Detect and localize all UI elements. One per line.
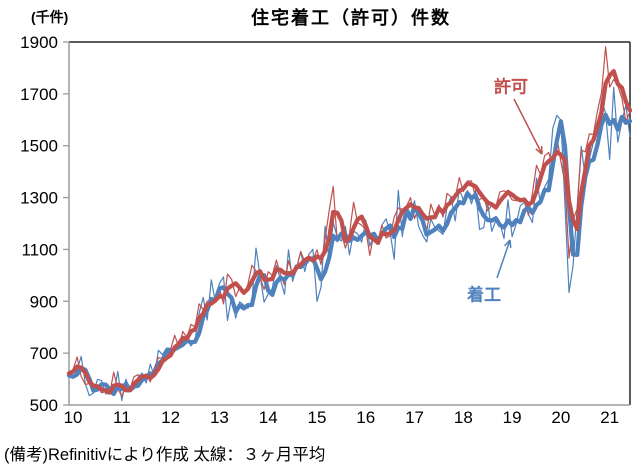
- y-tick-label: 1300: [20, 189, 58, 208]
- y-tick-label: 700: [30, 344, 58, 363]
- y-axis-unit-label: (千件): [31, 9, 69, 25]
- series-label-starts: 着工: [467, 285, 501, 305]
- x-tick-label: 16: [356, 408, 375, 427]
- starts-arrow-head-1: [504, 239, 511, 247]
- permits-average-line: [66, 69, 633, 395]
- x-tick-label: 12: [161, 408, 180, 427]
- permits-monthly-line: [68, 46, 631, 397]
- y-tick-label: 1900: [20, 33, 58, 52]
- y-tick-label: 1100: [21, 240, 58, 259]
- x-tick-label: 18: [454, 408, 473, 427]
- starts-arrow: [496, 239, 511, 279]
- y-tick-label: 1700: [20, 85, 58, 104]
- x-tick-label: 11: [113, 408, 131, 427]
- starts-monthly-line: [68, 86, 631, 402]
- x-tick-label: 10: [64, 408, 83, 427]
- starts-arrow-head-0: [509, 239, 512, 249]
- series-label-permits: 許可: [494, 77, 528, 97]
- x-tick-label: 13: [210, 408, 229, 427]
- x-tick-label: 20: [551, 408, 570, 427]
- permits-arrow: [513, 98, 543, 155]
- x-tick-label: 21: [600, 408, 619, 427]
- x-tick-label: 17: [405, 408, 424, 427]
- footnote: (備考)Refinitivにより作成 太線：３ヶ月平均: [4, 446, 326, 464]
- x-tick-label: 14: [259, 408, 278, 427]
- chart-title: 住宅着工（許可）件数: [251, 8, 451, 28]
- x-tick-label: 15: [308, 408, 327, 427]
- permits-arrow-head-0: [535, 148, 543, 155]
- y-tick-label: 500: [30, 396, 58, 415]
- y-tick-label: 900: [30, 292, 58, 311]
- y-tick-label: 1500: [20, 137, 58, 156]
- x-tick-label: 19: [503, 408, 522, 427]
